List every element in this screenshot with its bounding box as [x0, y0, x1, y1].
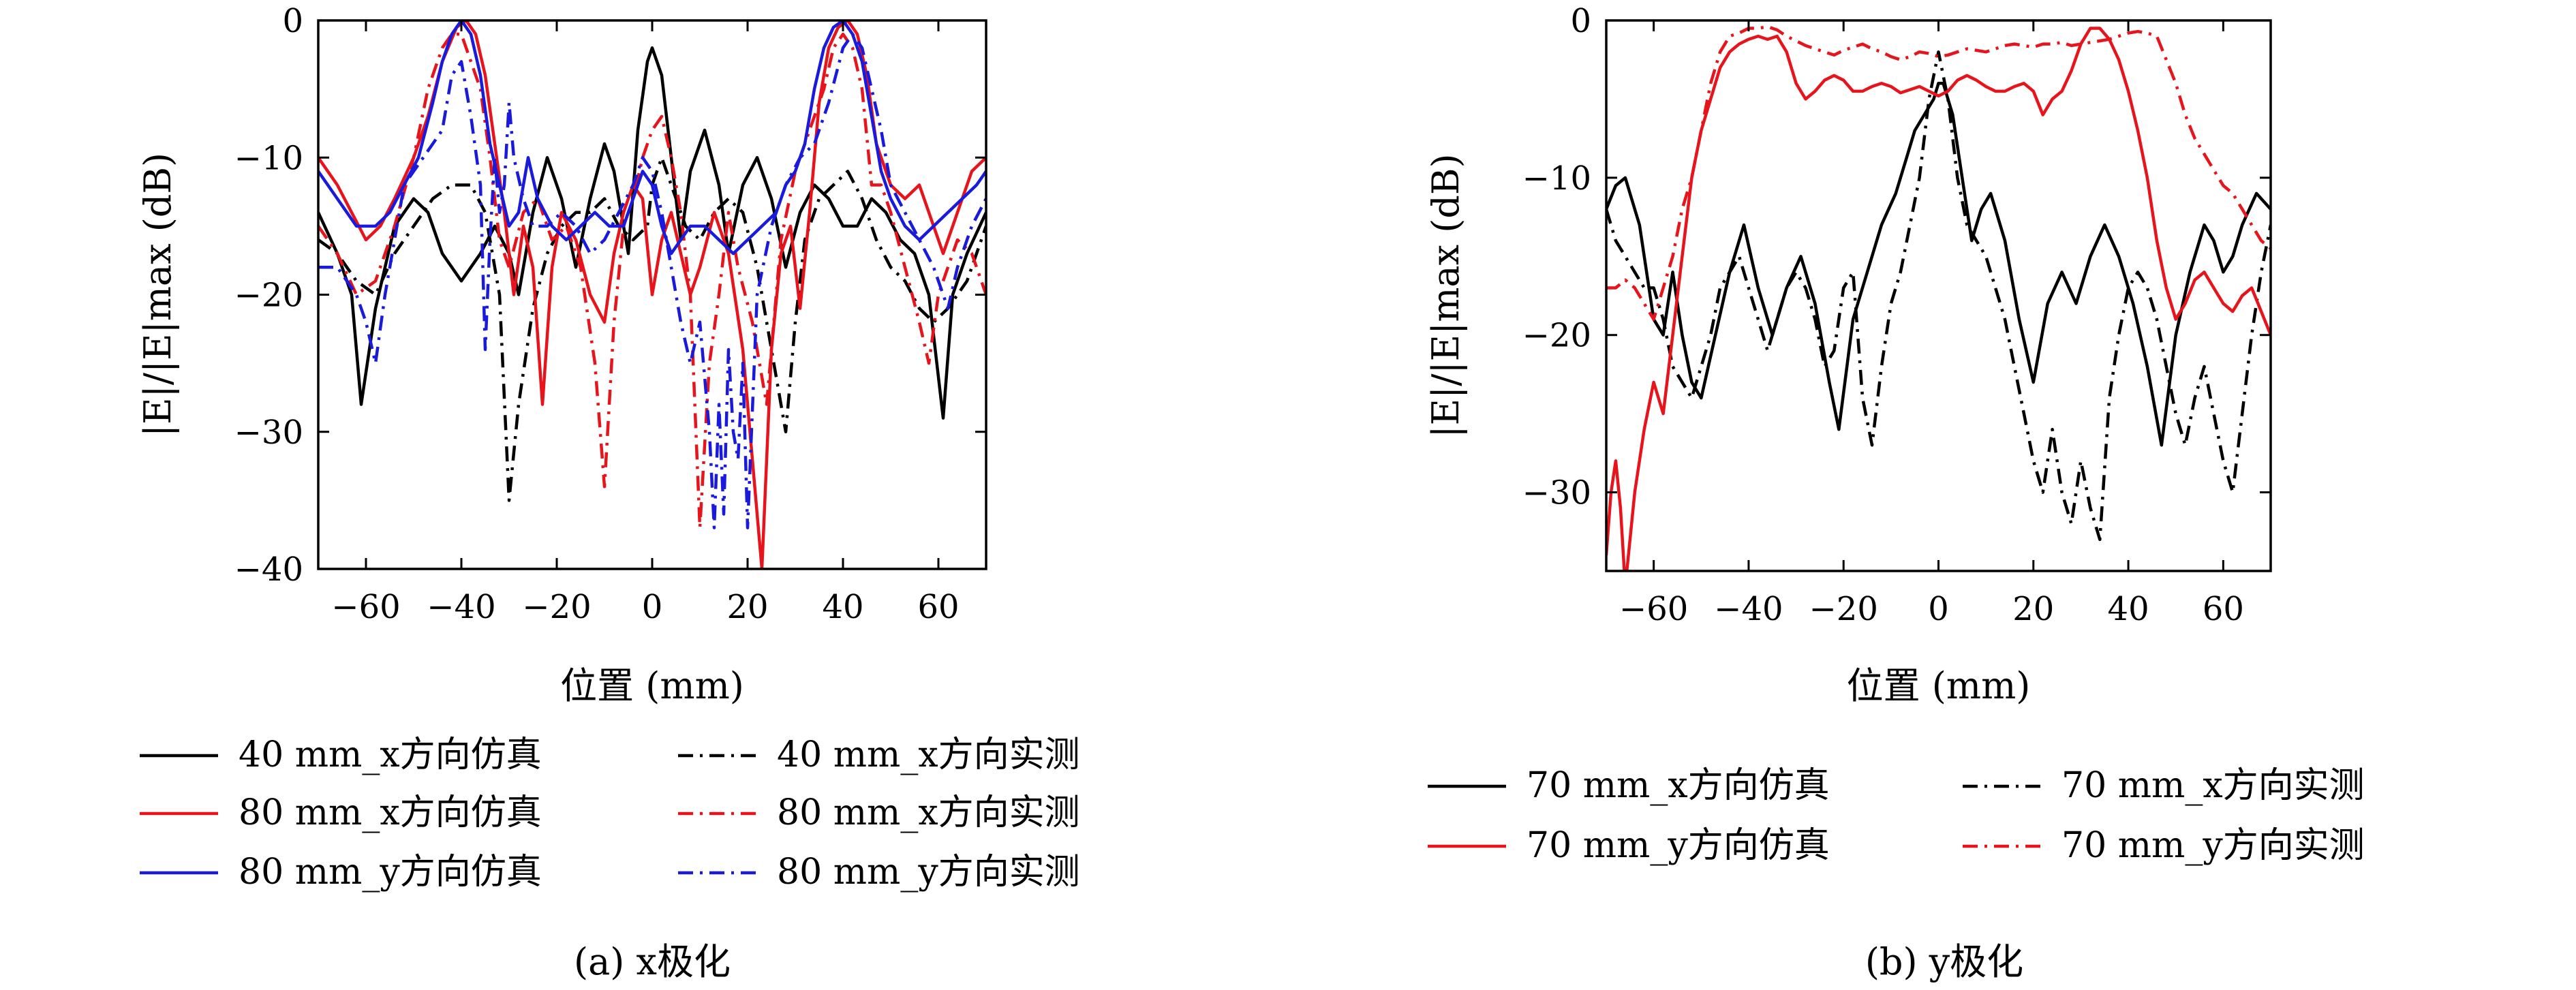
legend-label: 80 mm_y方向实测 [777, 852, 1080, 893]
legend: 40 mm_x方向仿真 80 mm_x方向仿真 80 mm_y方向仿真 40 mm_x… [140, 734, 1080, 893]
x-tick-label: −20 [1809, 590, 1878, 628]
y-tick-label: −10 [234, 139, 303, 177]
legend-label: 80 mm_x方向实测 [777, 792, 1080, 833]
x-tick-label: −40 [1714, 590, 1783, 628]
series-line-2 [318, 156, 986, 502]
x-tick-label: −60 [331, 588, 400, 626]
series-line-4 [318, 32, 986, 529]
x-tick-label: −40 [427, 588, 495, 626]
y-tick-label: 0 [1570, 2, 1591, 40]
x-tick-label: −20 [522, 588, 591, 626]
legend-label: 70 mm_x方向实测 [2061, 765, 2365, 806]
series-line-2 [1606, 50, 2271, 542]
x-tick-label: 0 [1928, 590, 1949, 628]
x-tick-label: 20 [726, 588, 768, 626]
y-axis-label: |E|/|E|max (dB) [136, 153, 179, 437]
legend: 70 mm_x方向仿真 70 mm_y方向仿真 70 mm_x方向实测 70 mm_y… [1428, 765, 2365, 866]
legend-label: 80 mm_x方向仿真 [239, 792, 542, 833]
series-group [318, 20, 986, 569]
series-line-3 [318, 20, 986, 569]
x-tick-label: −60 [1619, 590, 1688, 628]
panel-b: −60 −40 −20 0 20 40 60 0 −10 −20 −30 位置 (mm) |E|/|E|… [1424, 2, 2365, 866]
series-line-5 [318, 20, 986, 256]
legend-label: 70 mm_x方向仿真 [1527, 765, 1830, 806]
y-tick-label: 0 [282, 2, 303, 40]
series-line-4 [1606, 25, 2271, 321]
x-tick-label: 60 [917, 588, 959, 626]
x-tick-label: 0 [642, 588, 663, 626]
x-axis-label: 位置 (mm) [1847, 664, 2031, 707]
y-tick-label: −40 [234, 551, 303, 589]
legend-label: 40 mm_x方向实测 [777, 734, 1080, 775]
legend-label: 70 mm_y方向实测 [2061, 825, 2365, 866]
panel-a: −60 −40 −20 0 20 40 60 0 −10 −20 −30 −40 位置 (mm) |E|/… [136, 2, 1080, 893]
y-tick-label: −20 [234, 277, 303, 315]
x-tick-label: 40 [822, 588, 863, 626]
y-tick-label: −10 [1522, 159, 1591, 198]
series-line-1 [1606, 82, 2271, 447]
y-tick-label: −30 [1522, 474, 1591, 512]
legend-label: 40 mm_x方向仿真 [239, 734, 542, 775]
x-tick-label: 20 [2012, 590, 2054, 628]
y-axis-label: |E|/|E|max (dB) [1424, 153, 1467, 437]
caption-b: (b) y极化 [1865, 940, 2023, 983]
x-axis-label: 位置 (mm) [560, 664, 744, 707]
x-tick-label: 60 [2203, 590, 2244, 628]
legend-label: 80 mm_y方向仿真 [239, 852, 542, 893]
series-line-6 [318, 32, 986, 529]
series-group [1606, 25, 2271, 571]
legend-label: 70 mm_y方向仿真 [1527, 825, 1830, 866]
y-tick-label: −30 [234, 414, 303, 452]
x-tick-label: 40 [2108, 590, 2149, 628]
series-line-1 [318, 46, 986, 420]
caption-a: (a) x极化 [574, 940, 731, 983]
y-tick-label: −20 [1522, 317, 1591, 355]
